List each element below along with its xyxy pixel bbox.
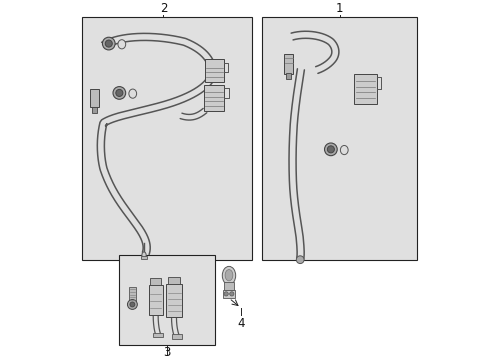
Bar (286, 73, 290, 79)
Bar (204, 59, 224, 82)
Bar (203, 85, 224, 111)
Bar (284, 54, 292, 73)
Bar (82, 17, 251, 260)
Circle shape (127, 300, 137, 309)
Bar (262, 17, 416, 260)
Circle shape (326, 146, 334, 153)
Ellipse shape (118, 40, 125, 49)
Bar (90, 89, 99, 107)
Bar (148, 285, 163, 315)
Text: 3: 3 (163, 346, 170, 359)
Text: 4: 4 (237, 318, 244, 330)
Circle shape (296, 256, 304, 264)
Ellipse shape (222, 266, 235, 285)
Bar (168, 276, 180, 284)
Text: 2: 2 (160, 2, 167, 15)
Ellipse shape (129, 89, 136, 98)
Ellipse shape (142, 252, 146, 258)
Ellipse shape (340, 145, 347, 155)
Circle shape (116, 89, 122, 96)
Bar (92, 107, 97, 113)
Bar (153, 333, 163, 337)
Bar (166, 284, 182, 317)
Circle shape (102, 37, 115, 50)
Circle shape (224, 292, 228, 296)
Bar (222, 290, 235, 298)
Circle shape (113, 87, 125, 99)
Text: 1: 1 (335, 2, 343, 15)
Circle shape (130, 302, 135, 307)
Bar (353, 73, 376, 104)
Circle shape (105, 40, 112, 47)
Bar (129, 287, 135, 301)
Bar (223, 282, 234, 290)
Circle shape (324, 143, 337, 156)
Bar (119, 255, 214, 345)
Bar (150, 278, 161, 285)
Ellipse shape (224, 270, 232, 281)
Bar (141, 256, 146, 258)
Bar (171, 334, 182, 339)
Circle shape (229, 292, 233, 296)
